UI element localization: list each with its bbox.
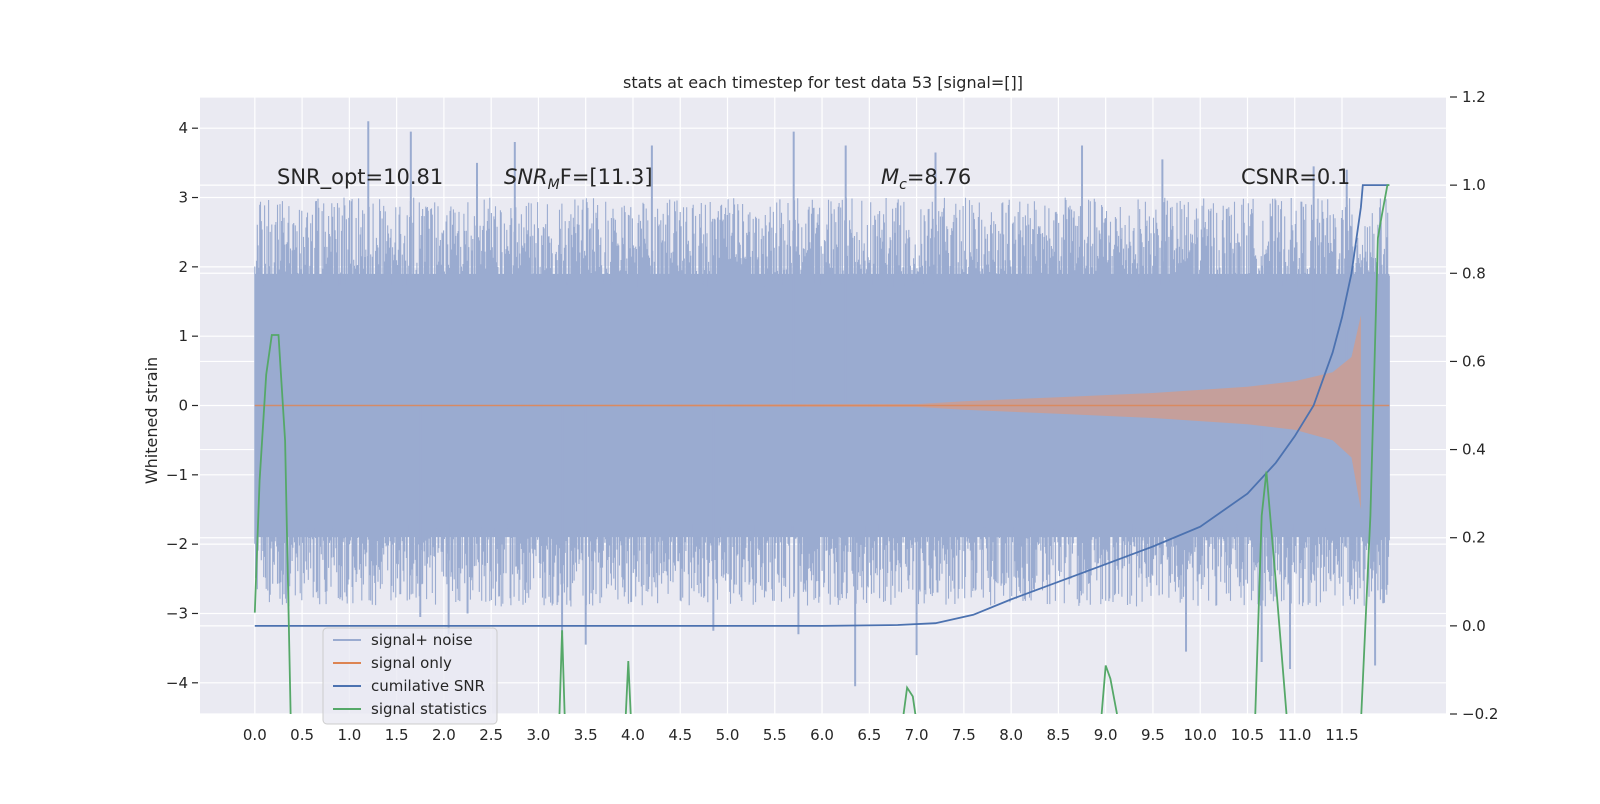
chirp-envelope: [254, 315, 1361, 510]
x-tick-label: 1.0: [337, 726, 361, 744]
y-tick-label: −3: [166, 604, 188, 622]
y-tick-label: 4: [178, 119, 188, 137]
y2-tick-label: 0.0: [1462, 617, 1486, 635]
legend-label: signal only: [371, 654, 452, 672]
statistics-segment: [1100, 665, 1118, 714]
x-tick-label: 0.5: [290, 726, 314, 744]
legend: signal+ noise signal only cumilative SNR si…: [322, 627, 498, 725]
x-tick-label: 9.0: [1094, 726, 1118, 744]
annotation-snr-opt: SNR_opt=10.81: [277, 165, 443, 190]
statistics-segment: [902, 685, 917, 714]
y-axis-label: Whitened strain: [142, 357, 161, 484]
x-tick-label: 4.0: [621, 726, 645, 744]
legend-label: signal+ noise: [371, 631, 473, 649]
y2-tick-label: −0.2: [1462, 705, 1498, 723]
annotation-chirp-mass: Mc=8.76: [881, 165, 971, 193]
x-tick-label: 3.0: [527, 726, 551, 744]
series-signal-only: [254, 315, 1390, 510]
axes: 0.0 0.5 1.0 1.5 2.0 2.5 3.0 3.5 4.0 4.5 5.0 5.5 6.0 6…: [142, 73, 1498, 744]
x-tick-label: 11.0: [1278, 726, 1311, 744]
x-tick-label: 5.0: [716, 726, 740, 744]
y-tick-label: 3: [178, 189, 188, 207]
x-tick-label: 7.0: [905, 726, 929, 744]
legend-label: signal statistics: [371, 700, 487, 718]
y2-tick-label: 0.2: [1462, 529, 1486, 547]
annotation-snr-mf-main: SNR: [504, 165, 548, 189]
y-tick-label: 0: [178, 397, 188, 415]
x-tick-label: 6.0: [810, 726, 834, 744]
y2-tick-label: 0.8: [1462, 264, 1486, 282]
y-tick-label: −4: [166, 674, 188, 692]
x-tick-label: 1.5: [385, 726, 409, 744]
y2-tick-label: 0.4: [1462, 441, 1486, 459]
annotation-chirp-mass-tail: =8.76: [907, 165, 971, 189]
statistics-segment: [558, 630, 566, 714]
x-tick-label: 10.5: [1231, 726, 1264, 744]
y2-tick-label: 1.2: [1462, 88, 1486, 106]
y-tick-label: −2: [166, 535, 188, 553]
x-tick-label: 10.0: [1184, 726, 1217, 744]
x-tick-label: 2.5: [479, 726, 503, 744]
annotation-snr-mf-tail: F=[11.3]: [560, 165, 653, 189]
x-tick-label: 6.5: [857, 726, 881, 744]
annotation-chirp-mass-main: M: [881, 165, 899, 189]
series-layer: [253, 121, 1390, 714]
x-tick-label: 0.0: [243, 726, 267, 744]
chart-title: stats at each timestep for test data 53 …: [623, 73, 1023, 92]
annotation-snr-mf-sub: M: [548, 177, 560, 193]
annotation-csnr: CSNR=0.1: [1241, 165, 1350, 189]
statistics-segment: [1254, 471, 1288, 714]
annotation-chirp-mass-sub: c: [899, 177, 907, 193]
y-tick-label: 1: [178, 327, 188, 345]
y-tick-label: 2: [178, 258, 188, 276]
x-tick-label: 8.5: [1046, 726, 1070, 744]
statistics-segment: [253, 334, 292, 714]
x-tick-label: 11.5: [1325, 726, 1358, 744]
annotations: SNR_opt=10.81 SNRMF=[11.3] Mc=8.76 CSNR=0.1: [277, 165, 1350, 193]
x-tick-label: 2.0: [432, 726, 456, 744]
x-tick-label: 9.5: [1141, 726, 1165, 744]
y2-tick-label: 0.6: [1462, 352, 1486, 370]
x-tick-label: 8.0: [999, 726, 1023, 744]
y-tick-label: −1: [166, 466, 188, 484]
series-cumulative-snr: [254, 184, 1390, 627]
statistics-segment: [624, 661, 632, 714]
series-signal-statistics: [253, 184, 1390, 714]
x-tick-label: 4.5: [668, 726, 692, 744]
legend-box: [322, 627, 498, 725]
statistics-segment: [1360, 184, 1390, 714]
x-tick-label: 7.5: [952, 726, 976, 744]
legend-label: cumilative SNR: [371, 677, 485, 695]
y2-tick-label: 1.0: [1462, 176, 1486, 194]
x-tick-label: 3.5: [574, 726, 598, 744]
annotation-snr-mf: SNRMF=[11.3]: [504, 165, 653, 193]
x-tick-label: 5.5: [763, 726, 787, 744]
